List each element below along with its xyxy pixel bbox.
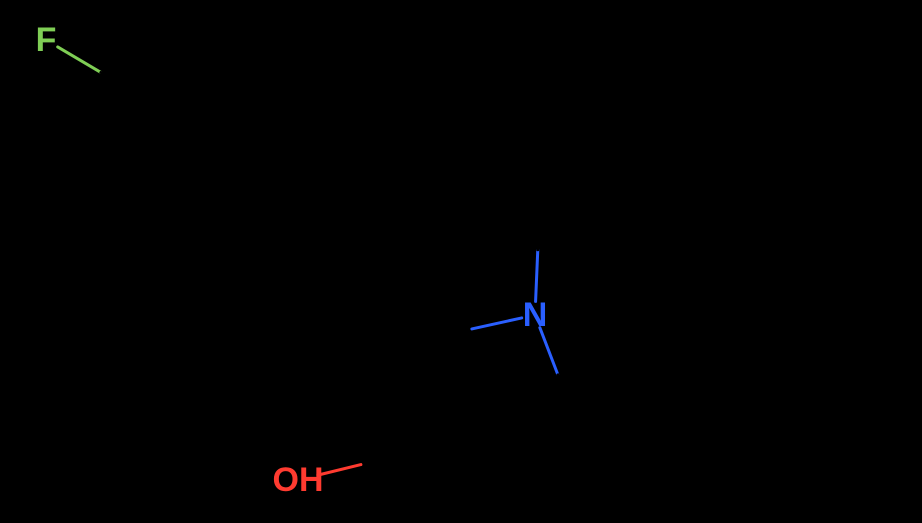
atom-oh: OH — [273, 461, 324, 499]
atom-f: F — [36, 21, 57, 59]
bonds-layer — [58, 20, 870, 475]
chemical-structure: F OH N — [0, 0, 922, 523]
atom-n: N — [523, 296, 548, 334]
atoms-layer: F OH N — [36, 21, 548, 499]
